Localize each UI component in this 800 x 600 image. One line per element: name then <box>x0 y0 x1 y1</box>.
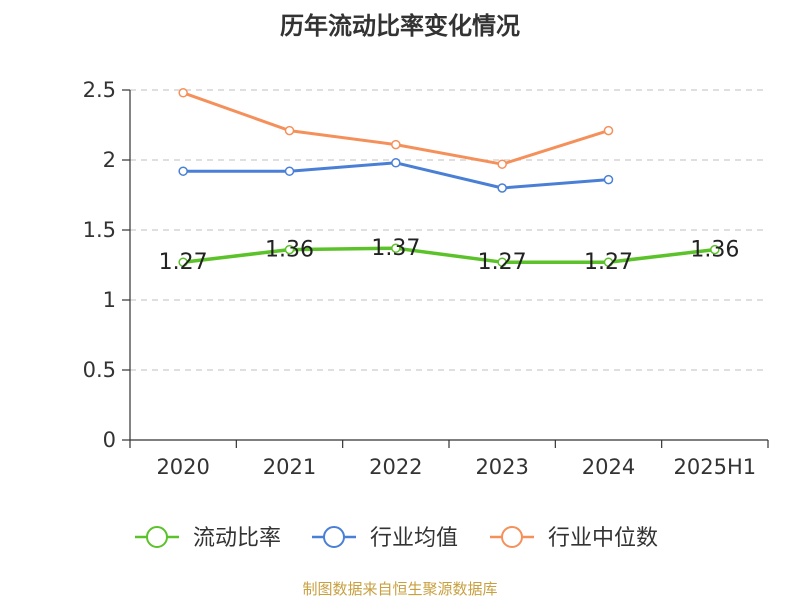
current-ratio-data-label: 1.36 <box>690 238 739 263</box>
x-tick-label: 2020 <box>156 455 209 479</box>
label-layer: 1.27 1.36 1.37 1.27 1.27 1.36 <box>159 236 740 275</box>
x-tick-label: 2022 <box>369 455 422 479</box>
series-layer <box>178 88 720 267</box>
x-tick-label: 2025H1 <box>674 455 757 479</box>
legend-label: 行业中位数 <box>548 526 658 551</box>
industry-median-line <box>182 91 609 166</box>
y-tick-label: 0 <box>103 428 116 452</box>
x-tick-label: 2021 <box>263 455 316 479</box>
legend-swatch-marker <box>501 526 523 548</box>
industry-mean-point <box>284 166 295 176</box>
legend-label: 流动比率 <box>193 526 281 551</box>
current-ratio-data-label: 1.27 <box>478 250 527 275</box>
y-tick-label: 0.5 <box>83 358 116 382</box>
x-tick-label: 2024 <box>582 455 635 479</box>
current-ratio-data-label: 1.37 <box>371 236 420 261</box>
legend[interactable]: 流动比率 行业均值 行业中位数 <box>135 526 658 551</box>
y-tick-label: 1.5 <box>83 218 116 242</box>
grid-layer <box>130 89 768 371</box>
current-ratio-point <box>178 257 188 267</box>
legend-item-industry-median[interactable]: 行业中位数 <box>490 526 658 551</box>
current-ratio-point <box>710 244 720 255</box>
current-ratio-data-label: 1.27 <box>584 250 633 275</box>
industry-mean-point <box>603 174 614 185</box>
y-tick-label: 1 <box>103 288 116 312</box>
current-ratio-data-label: 1.27 <box>159 250 208 275</box>
industry-median-point <box>178 88 188 98</box>
x-tick-label: 2023 <box>475 455 528 479</box>
industry-mean-point <box>497 183 507 193</box>
source-note: 制图数据来自恒生聚源数据库 <box>302 580 498 598</box>
current-ratio-point <box>497 257 507 267</box>
industry-median-point <box>603 125 614 136</box>
legend-label: 行业均值 <box>370 526 458 551</box>
legend-item-current-ratio[interactable]: 流动比率 <box>135 526 281 551</box>
industry-median-point <box>284 125 295 136</box>
industry-median-point <box>391 139 401 150</box>
current-ratio-point <box>603 257 614 267</box>
legend-swatch-marker <box>323 526 345 548</box>
y-tick-label: 2 <box>103 148 116 172</box>
y-tick-label: 2.5 <box>83 78 116 102</box>
legend-swatch-marker <box>146 526 168 548</box>
current-ratio-point <box>391 243 401 253</box>
current-ratio-line <box>182 246 716 264</box>
legend-item-industry-mean[interactable]: 行业均值 <box>312 526 458 551</box>
industry-mean-point <box>391 158 401 168</box>
chart-title: 历年流动比率变化情况 <box>280 12 520 40</box>
current-ratio-data-label: 1.36 <box>265 238 314 263</box>
industry-median-point <box>497 159 507 169</box>
current-ratio-point <box>284 244 295 255</box>
axis-layer: 0 0.5 1 1.5 2 2.5 2020 2021 2022 2023 2024 2025H1 <box>83 78 769 479</box>
industry-mean-point <box>178 166 188 176</box>
